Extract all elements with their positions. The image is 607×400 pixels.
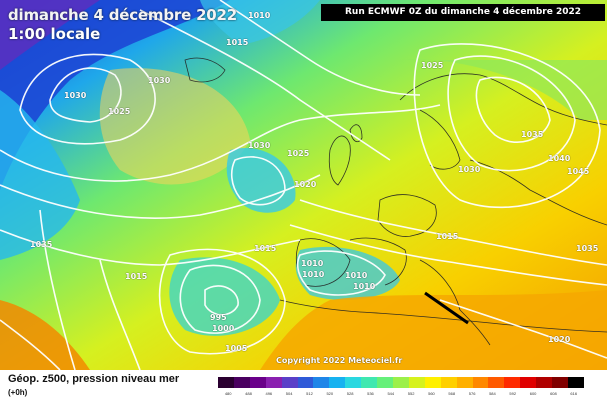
cold-trough-area	[0, 0, 230, 190]
trough-bay-of-biscay	[226, 148, 296, 213]
pressure-label: 1030	[148, 76, 171, 85]
pressure-label: 1025	[421, 61, 444, 70]
pressure-label: 1025	[287, 149, 310, 158]
pressure-label: 1020	[294, 180, 317, 189]
pressure-label: 1040	[548, 154, 571, 163]
pressure-label: 1010	[302, 270, 325, 279]
color-swatch	[440, 377, 457, 388]
color-tick-label: 528	[346, 391, 354, 396]
isobars	[0, 0, 607, 370]
pressure-label: 1015	[436, 232, 459, 241]
color-swatch	[567, 377, 584, 388]
run-info: Run ECMWF 0Z du dimanche 4 décembre 2022	[321, 4, 605, 21]
color-swatch	[345, 377, 362, 388]
color-swatch	[249, 377, 266, 388]
warm-area-south	[260, 290, 607, 370]
pressure-label: 1030	[64, 91, 87, 100]
pressure-label: 1015	[254, 244, 277, 253]
color-tick-label: 608	[550, 391, 557, 396]
cool-area-west	[0, 90, 80, 260]
pressure-label: 1015	[226, 38, 249, 47]
pressure-label: 1005	[225, 344, 248, 353]
color-swatch	[233, 377, 250, 388]
color-tick-label: 560	[428, 391, 435, 396]
forecast-time: 1:00 locale	[8, 25, 101, 43]
color-swatch	[504, 377, 521, 388]
color-swatch	[392, 377, 409, 388]
map-canvas	[0, 0, 607, 370]
color-swatch	[265, 377, 282, 388]
color-swatch	[408, 377, 425, 388]
color-swatch	[361, 377, 378, 388]
legend-title: Géop. z500, pression niveau mer	[8, 373, 180, 385]
color-swatch	[536, 377, 553, 388]
pressure-label: 1030	[458, 165, 481, 174]
color-swatch	[329, 377, 346, 388]
pressure-label: 1010	[345, 271, 368, 280]
pressure-label: 1015	[125, 272, 148, 281]
color-tick-label: 568	[448, 391, 456, 396]
pressure-label: 995	[210, 313, 227, 322]
color-swatch	[520, 377, 537, 388]
color-swatch	[218, 377, 234, 388]
color-tick-label: 512	[306, 391, 313, 396]
coastlines	[184, 57, 607, 346]
deep-cold-area	[0, 0, 100, 70]
color-swatch	[488, 377, 505, 388]
forecast-date: dimanche 4 décembre 2022	[8, 6, 238, 24]
pressure-label: 1010	[353, 282, 376, 291]
color-tick-label: 536	[367, 391, 374, 396]
color-swatch	[281, 377, 298, 388]
pressure-label: 1035	[30, 240, 53, 249]
color-tick-label: 504	[285, 391, 293, 396]
cool-area-north	[200, 0, 320, 45]
scandinavia-area	[400, 59, 607, 120]
color-swatch	[424, 377, 441, 388]
pressure-label: 1030	[248, 141, 271, 150]
color-tick-label: 616	[570, 391, 578, 396]
pressure-label: 1000	[212, 324, 235, 333]
map-svg	[0, 0, 607, 370]
color-tick-label: 544	[387, 391, 395, 396]
pressure-label: 1045	[567, 167, 590, 176]
color-tick-label: 576	[468, 391, 476, 396]
copyright-text: Copyright 2022 Meteociel.fr	[276, 356, 403, 365]
color-swatch	[313, 377, 330, 388]
color-swatch	[472, 377, 489, 388]
ridge-atlantic	[99, 68, 250, 185]
warm-area-southwest	[0, 300, 90, 370]
front-line	[424, 291, 469, 325]
pressure-label: 1010	[301, 259, 324, 268]
legend-subtitle: (+0h)	[8, 388, 28, 397]
color-tick-label: 496	[265, 391, 273, 396]
color-tick-label: 520	[326, 391, 334, 396]
cutoff-low-iberia	[169, 257, 280, 336]
color-scale-ticks: 480 488 496 504 512 520 528 536 544 552 560 568 576 5…	[218, 389, 584, 399]
pressure-label: 1035	[576, 244, 599, 253]
color-tick-label: 480	[224, 391, 232, 396]
color-tick-label: 488	[245, 391, 252, 396]
color-tick-label: 584	[489, 391, 496, 396]
color-swatch	[297, 377, 314, 388]
color-swatch	[377, 377, 393, 388]
color-swatch	[552, 377, 568, 388]
pressure-label: 1025	[108, 107, 131, 116]
color-tick-label: 592	[509, 391, 517, 396]
color-tick-label: 552	[407, 391, 415, 396]
pressure-label: 1020	[548, 335, 571, 344]
color-tick-label: 600	[529, 391, 537, 396]
color-scale-bar	[218, 377, 584, 388]
pressure-label: 1035	[521, 130, 544, 139]
color-swatch	[456, 377, 473, 388]
pressure-label: 1010	[248, 11, 271, 20]
